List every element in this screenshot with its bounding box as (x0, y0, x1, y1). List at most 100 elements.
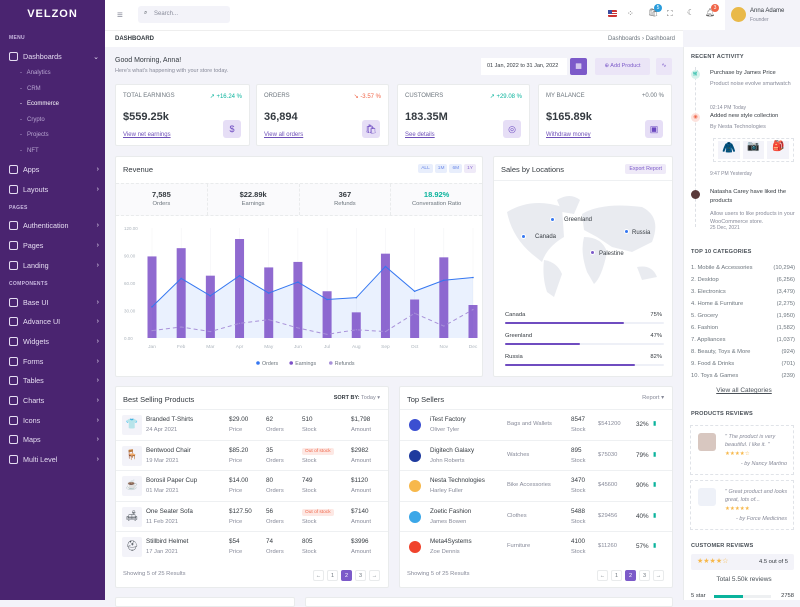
bar-chart-icon: ▮ (653, 421, 657, 427)
sidebar-item-widgets[interactable]: Widgets › (9, 337, 99, 346)
sidebar-subitem-nft[interactable]: - NFT (20, 148, 39, 154)
report-dropdown[interactable]: Report ▾ (642, 395, 664, 401)
page-button[interactable]: ← (313, 570, 324, 581)
flag-icon[interactable] (608, 10, 617, 17)
view-all-categories-link[interactable]: View all Categories (716, 387, 772, 394)
apps-grid-icon[interactable]: ⁘ (627, 9, 634, 18)
camera-image[interactable]: 📷 (742, 141, 765, 159)
activity-title[interactable]: Natasha Carey have liked the products (710, 189, 787, 204)
seller-name[interactable]: Digitech Galaxy (430, 446, 475, 454)
category-item[interactable]: 10. Toys & Games (239) (691, 373, 795, 379)
category-item[interactable]: 6. Fashion (1,582) (691, 325, 795, 331)
bell-icon[interactable]: 🔔︎ (705, 8, 716, 17)
seller-name[interactable]: Meta4Systems (430, 538, 472, 546)
page-button[interactable]: ← (597, 570, 608, 581)
sidebar-item-dashboards[interactable]: Dashboards ⌄ (9, 52, 99, 61)
sidebar-item-advance-ui[interactable]: Advance UI › (9, 317, 99, 326)
kpi-link[interactable]: View net earnings (123, 132, 171, 138)
helmet-icon: ⛑ (122, 537, 142, 558)
filter-all[interactable]: ALL (418, 164, 433, 173)
page-button[interactable]: 1 (327, 570, 338, 581)
category-item[interactable]: 8. Beauty, Toys & More (924) (691, 349, 795, 355)
map-marker-russia[interactable] (624, 229, 629, 234)
sidebar-item-layouts[interactable]: Layouts › (9, 185, 99, 194)
kpi-link[interactable]: Withdraw money (546, 132, 591, 138)
sidebar-subitem-projects[interactable]: - Projects (20, 132, 49, 139)
fullscreen-icon[interactable]: ⛶ (667, 9, 673, 18)
table-row[interactable]: 👕 Branded T-Shirts 24 Apr 2021 $29.00 Pri… (116, 409, 388, 440)
map-marker-greenland[interactable] (550, 217, 555, 222)
export-report-button[interactable]: Export Report (625, 164, 666, 174)
category-item[interactable]: 2. Desktop (6,256) (691, 277, 795, 283)
seller-name[interactable]: Nesta Technologies (430, 477, 485, 485)
table-row[interactable]: Meta4Systems Zoe Dennis Furniture 4100 St… (400, 531, 672, 562)
table-row[interactable]: 🛋 One Seater Sofa 11 Feb 2021 $127.50 Pri… (116, 500, 388, 532)
sidebar-item-tables[interactable]: Tables › (9, 376, 99, 385)
date-range-input[interactable]: 01 Jan, 2022 to 31 Jan, 2022 (481, 58, 567, 75)
page-button[interactable]: 2 (341, 570, 352, 581)
page-button[interactable]: 3 (355, 570, 366, 581)
table-row[interactable]: 🪑 Bentwood Chair 19 Mar 2021 $85.20 Price… (116, 439, 388, 471)
table-row[interactable]: Zoetic Fashion James Bowen Clothes 5488 S… (400, 500, 672, 532)
sidebar-item-maps[interactable]: Maps › (9, 435, 99, 444)
sidebar-item-icons[interactable]: Icons › (9, 416, 99, 425)
calendar-button[interactable]: ▦ (570, 58, 587, 75)
activity-title[interactable]: Added new style collection (710, 113, 779, 119)
sidebar-subitem-crm[interactable]: - CRM (20, 85, 41, 92)
category-item[interactable]: 3. Electronics (3,479) (691, 289, 795, 295)
hamburger-icon[interactable]: ≡ (117, 10, 123, 21)
moon-icon[interactable]: ☾ (687, 8, 695, 17)
add-product-button[interactable]: ⊕ Add Product (595, 58, 650, 75)
product-name[interactable]: Stillbird Helmet (146, 538, 189, 546)
jacket-image[interactable]: 🧥 (718, 141, 740, 159)
breadcrumb-link[interactable]: Dashboards (607, 36, 641, 42)
sidebar-subitem-ecommerce[interactable]: - Ecommerce (20, 101, 60, 108)
filter-6m[interactable]: 6M (449, 164, 463, 173)
category-item[interactable]: 5. Grocery (1,950) (691, 313, 795, 319)
category-item[interactable]: 7. Appliances (1,037) (691, 337, 795, 343)
category-item[interactable]: 4. Home & Furniture (2,275) (691, 301, 795, 307)
sidebar-item-pages[interactable]: Pages › (9, 241, 99, 250)
table-row[interactable]: ☕ Borosil Paper Cup 01 Mar 2021 $14.00 Pr… (116, 470, 388, 501)
activity-toggle-button[interactable]: ∿ (656, 58, 672, 75)
page-button[interactable]: 1 (611, 570, 622, 581)
map-marker-canada[interactable] (521, 234, 526, 239)
product-name[interactable]: One Seater Sofa (146, 507, 193, 515)
filter-1m[interactable]: 1M (434, 164, 448, 173)
product-name[interactable]: Borosil Paper Cup (146, 477, 198, 485)
sidebar-item-charts[interactable]: Charts › (9, 396, 99, 405)
seller-name[interactable]: Zoetic Fashion (430, 507, 472, 515)
bag-image[interactable]: 🎒 (767, 141, 790, 159)
user-menu[interactable]: Anna Adame Founder (725, 0, 800, 30)
table-row[interactable]: Digitech Galaxy John Roberts Watches 895… (400, 439, 672, 471)
product-name[interactable]: Branded T-Shirts (146, 416, 194, 423)
seller-name[interactable]: iTest Factory (430, 416, 466, 423)
sidebar-item-authentication[interactable]: Authentication › (9, 221, 99, 230)
activity-title[interactable]: Purchase by James Price (710, 70, 776, 76)
sidebar-item-forms[interactable]: Forms › (9, 357, 99, 366)
table-row[interactable]: ⛑ Stillbird Helmet 17 Jan 2021 $54 Price … (116, 531, 388, 562)
page-button[interactable]: 3 (639, 570, 650, 581)
sidebar-item-base-ui[interactable]: Base UI › (9, 298, 99, 307)
sidebar-subitem-analytics[interactable]: - Analytics (20, 70, 51, 76)
table-row[interactable]: Nesta Technologies Harley Fuller Bike Ac… (400, 470, 672, 501)
filter-1y[interactable]: 1Y (464, 164, 476, 173)
category-item[interactable]: 9. Food & Drinks (701) (691, 361, 795, 367)
sidebar-item-multi-level[interactable]: Multi Level › (9, 455, 99, 464)
kpi-link[interactable]: See details (405, 132, 435, 138)
page-button[interactable]: 2 (625, 570, 636, 581)
sort-dropdown[interactable]: SORT BY: Today ▾ (333, 395, 380, 401)
sidebar-subitem-crypto[interactable]: - Crypto (20, 116, 45, 123)
kpi-link[interactable]: View all orders (264, 132, 304, 138)
page-button[interactable]: → (653, 570, 664, 581)
table-row[interactable]: iTest Factory Oliver Tyler Bags and Wall… (400, 409, 672, 440)
product-name[interactable]: Bentwood Chair (146, 446, 191, 454)
page-button[interactable]: → (369, 570, 380, 581)
category-count: (1,582) (776, 325, 795, 331)
category-item[interactable]: 1. Mobile & Accessories (10,294) (691, 265, 795, 271)
sidebar-item-apps[interactable]: Apps › (9, 165, 99, 174)
cart-icon[interactable]: 🛍︎ (648, 8, 659, 17)
map-marker-palestine[interactable] (590, 250, 595, 255)
search-input[interactable]: ⌕ Search... (138, 6, 230, 23)
sidebar-item-landing[interactable]: Landing › (9, 261, 99, 270)
